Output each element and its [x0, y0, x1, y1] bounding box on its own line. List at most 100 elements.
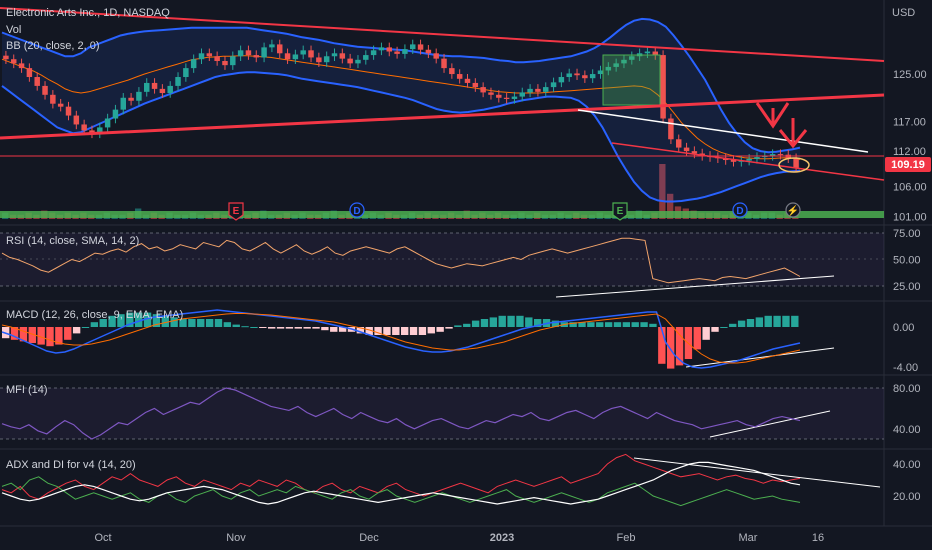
macd-histogram-bar — [489, 317, 498, 327]
bb-legend[interactable]: BB (20, close, 2, 0) — [6, 40, 100, 52]
price-tick-label: 101.00 — [893, 211, 927, 223]
candle-body — [668, 118, 674, 140]
candle-body — [73, 115, 80, 125]
candle-body — [527, 88, 533, 93]
adx-tick-label: 40.00 — [893, 459, 921, 471]
macd-histogram-bar — [755, 317, 764, 327]
mfi-legend[interactable]: MFI (14) — [6, 384, 48, 396]
candle-body — [574, 73, 580, 76]
macd-histogram-bar — [622, 322, 631, 327]
macd-histogram-bar — [693, 327, 701, 350]
candle-body — [394, 51, 400, 54]
symbol-title[interactable]: Electronic Arts Inc., 1D, NASDAQ — [6, 7, 170, 19]
macd-histogram-bar — [161, 315, 169, 327]
macd-histogram-bar — [613, 322, 622, 327]
support-trendline[interactable] — [0, 93, 885, 140]
macd-histogram-bar — [551, 320, 560, 327]
candle-body — [644, 51, 651, 54]
candle-body — [198, 53, 205, 60]
time-tick-label: Mar — [739, 532, 758, 544]
price-candles — [3, 39, 799, 173]
candle-body — [237, 50, 244, 57]
candle-body — [284, 53, 291, 60]
candle-body — [652, 51, 659, 56]
rsi-tick-label: 50.00 — [893, 255, 921, 267]
candle-body — [589, 74, 596, 79]
macd-histogram-bar — [640, 322, 648, 327]
macd-histogram-bar — [90, 322, 99, 327]
downtrend-line[interactable] — [577, 109, 869, 153]
rsi-pane[interactable] — [0, 226, 884, 300]
arrow-down-icon — [755, 102, 790, 129]
candle-body — [136, 91, 142, 101]
candle-body — [190, 59, 197, 69]
rsi-legend[interactable]: RSI (14, close, SMA, 14, 2) — [6, 235, 139, 247]
macd-histogram-bar — [418, 327, 427, 335]
adx-legend[interactable]: ADX and DI for v4 (14, 20) — [6, 459, 136, 471]
highlight-ellipse — [778, 157, 810, 173]
adx-line — [1, 461, 801, 505]
macd-histogram-bar — [330, 327, 338, 332]
macd-histogram-bar — [197, 319, 205, 327]
adx-tick-label: 20.00 — [893, 491, 921, 503]
highlight-box[interactable] — [602, 54, 661, 106]
macd-histogram-bar — [737, 320, 746, 327]
adx-pane[interactable] — [0, 450, 884, 526]
candle-body — [582, 75, 588, 79]
macd-histogram-bar — [143, 312, 152, 327]
candle-body — [151, 82, 158, 89]
macd-legend[interactable]: MACD (12, 26, close, 9, EMA, EMA) — [6, 309, 183, 321]
volume-legend[interactable]: Vol — [6, 24, 21, 36]
volume-ma-band — [0, 211, 884, 218]
candle-body — [222, 61, 228, 66]
macd-histogram-bar — [37, 327, 45, 345]
price-axis: 125.00 117.00 112.00 106.00 101.00 75.00 50.00… — [893, 69, 927, 503]
macd-histogram-bar — [427, 327, 435, 334]
currency-label: USD — [892, 7, 915, 19]
macd-histogram-bar — [46, 327, 54, 347]
price-tick-label: 106.00 — [893, 182, 927, 194]
macd-histogram-bar — [205, 319, 214, 327]
macd-histogram-bar — [312, 327, 320, 329]
price-tick-label: 112.00 — [893, 146, 926, 158]
earnings-badge — [228, 202, 244, 221]
macd-histogram-bar — [64, 327, 72, 340]
event-badges: E D E D ⚡ — [228, 202, 801, 221]
macd-histogram-bar — [507, 315, 515, 327]
macd-histogram-bar — [746, 319, 755, 327]
macd-histogram-bar — [232, 324, 240, 327]
candle-body — [175, 77, 181, 86]
resistance-trendline[interactable] — [0, 7, 885, 62]
candle-body — [488, 92, 494, 95]
macd-histogram-bar — [338, 327, 347, 332]
macd-histogram-bar — [463, 323, 471, 327]
candle-body — [629, 56, 635, 60]
macd-histogram-bar — [667, 327, 675, 369]
macd-line — [1, 309, 801, 369]
candle-body — [730, 160, 737, 162]
macd-histogram-bar — [436, 327, 444, 332]
macd-histogram-bar — [454, 325, 462, 327]
macd-histogram-bar — [631, 322, 639, 327]
macd-histogram-bar — [578, 322, 586, 327]
channel-lower-trendline[interactable] — [611, 142, 885, 181]
candle-body — [441, 58, 447, 69]
candle-body — [269, 44, 275, 48]
candle-body — [159, 88, 166, 94]
candle-body — [519, 92, 526, 97]
candle-body — [480, 87, 486, 93]
drawings — [0, 7, 885, 488]
macd-histogram-bar — [268, 327, 276, 329]
event-badge-label: ⚡ — [787, 204, 799, 217]
candle-body — [496, 94, 502, 98]
event-badge-label: E — [233, 206, 240, 217]
event-badge-label: D — [353, 206, 360, 217]
candle-body — [167, 85, 173, 94]
earnings-badge — [612, 202, 628, 221]
candle-body — [566, 73, 572, 78]
candle-body — [206, 53, 213, 57]
candle-body — [323, 56, 330, 63]
macd-series — [1, 309, 801, 369]
candle-body — [597, 70, 604, 75]
